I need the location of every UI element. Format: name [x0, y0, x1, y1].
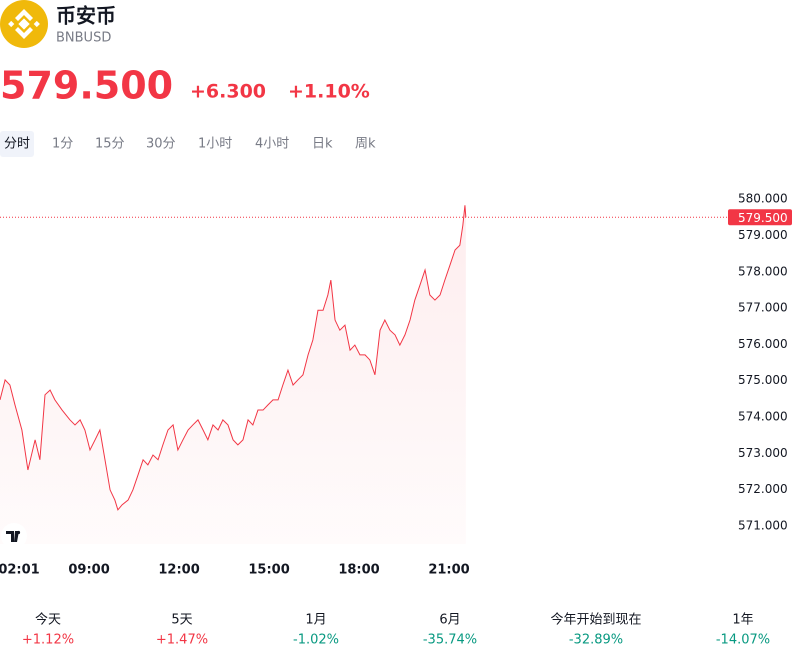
current-price-label: 579.500 [738, 211, 788, 225]
period-change[interactable]: -14.07% [716, 633, 770, 648]
tab[interactable]: 日k [312, 137, 333, 152]
period-label[interactable]: 今年开始到现在 [550, 612, 641, 628]
period-change[interactable]: +1.47% [156, 633, 208, 648]
area-fill [0, 205, 466, 544]
x-tick-label: 15:00 [248, 563, 289, 578]
chart: 571.000 572.000 573.000 574.000 575.000 576.0… [0, 192, 792, 578]
tab[interactable]: 1小时 [198, 137, 232, 152]
y-tick-label: 574.000 [738, 409, 788, 423]
x-tick-label: 02:01 [0, 563, 40, 578]
y-tick-label: 577.000 [738, 301, 788, 315]
x-tick-label: 18:00 [338, 563, 379, 578]
x-tick-label: 12:00 [158, 563, 199, 578]
period-change[interactable]: -35.74% [423, 633, 477, 648]
asset-name: 币安币 [56, 4, 116, 28]
period-change[interactable]: -32.89% [569, 633, 623, 648]
asset-symbol: BNBUSD [56, 31, 111, 46]
tab[interactable]: 周k [355, 137, 376, 152]
y-tick-label: 571.000 [738, 518, 788, 532]
period-label[interactable]: 1月 [305, 613, 326, 628]
y-tick-label: 578.000 [738, 264, 788, 278]
performance: 今天 +1.12% 5天 +1.47% 1月 -1.02% 6月 -35.74% 今年开始到现在… [22, 612, 770, 648]
price-change: +6.300 [190, 81, 266, 103]
y-tick-label: 573.000 [738, 446, 788, 460]
period-change[interactable]: -1.02% [293, 633, 339, 648]
tv-logo [1, 523, 27, 549]
tabs: 分时 1分 15分 30分 1小时 4小时 日k 周k [0, 131, 376, 157]
y-tick-label: 580.000 [738, 192, 788, 206]
period-label[interactable]: 今天 [35, 612, 61, 628]
tab[interactable]: 分时 [4, 137, 30, 152]
logo [0, 0, 48, 48]
tab[interactable]: 1分 [52, 137, 73, 152]
price-line [0, 205, 467, 511]
period-label[interactable]: 1年 [732, 613, 753, 628]
price-change-percent: +1.10% [288, 81, 370, 103]
price: 579.500 [0, 64, 173, 108]
period-label[interactable]: 6月 [439, 613, 460, 628]
period-change[interactable]: +1.12% [22, 633, 74, 648]
tab[interactable]: 30分 [146, 137, 176, 152]
x-tick-label: 21:00 [428, 563, 469, 578]
y-tick-label: 572.000 [738, 482, 788, 496]
tab[interactable]: 4小时 [255, 137, 289, 152]
tab[interactable]: 15分 [95, 137, 125, 152]
y-tick-label: 575.000 [738, 373, 788, 387]
tab-active-bg [0, 131, 35, 157]
x-tick-label: 09:00 [68, 563, 109, 578]
y-tick-label: 576.000 [738, 337, 788, 351]
current-price-tag [728, 209, 792, 226]
y-tick-label: 579.000 [738, 228, 788, 242]
period-label[interactable]: 5天 [171, 613, 192, 628]
